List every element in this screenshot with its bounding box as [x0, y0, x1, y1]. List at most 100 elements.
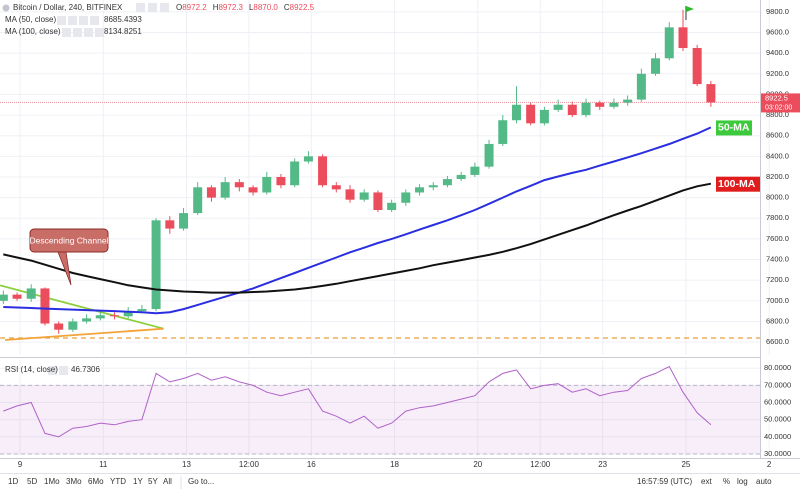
scale-option[interactable]: %	[723, 477, 730, 486]
y-tick-label: 9800.0	[766, 7, 789, 16]
candle-body	[664, 27, 674, 59]
annotation-text: Descending Channel	[30, 235, 109, 245]
y-tick-label: 50.0000	[764, 415, 791, 424]
indicator-name: MA (50, close)	[5, 15, 56, 24]
candle-body	[636, 73, 646, 100]
range-button[interactable]: 3Mo	[66, 477, 82, 486]
trendline	[4, 327, 164, 341]
range-button[interactable]: 1D	[8, 477, 18, 486]
range-button[interactable]: 6Mo	[88, 477, 104, 486]
indicator-name: MA (100, close)	[5, 27, 61, 36]
y-tick-label: 7400.0	[766, 255, 789, 264]
y-tick-label: 40.0000	[764, 432, 791, 441]
candle-body	[68, 321, 78, 330]
y-tick-label: 80.0000	[764, 363, 791, 372]
x-tick-label: 9	[18, 460, 23, 469]
candle-body	[623, 99, 633, 103]
ohlc-value: 8922.5	[290, 3, 315, 12]
symbol-icon	[2, 4, 10, 12]
rsi-line	[3, 365, 712, 438]
y-tick-label: 70.0000	[764, 380, 791, 389]
range-button[interactable]: 5Y	[148, 477, 158, 486]
candle-body	[303, 156, 313, 162]
candle-body	[165, 220, 175, 229]
y-tick-label: 8600.0	[766, 131, 789, 140]
candle-body	[651, 58, 661, 74]
candle-body	[387, 202, 397, 211]
candle-body	[526, 104, 536, 124]
range-button[interactable]: 1Mo	[44, 477, 60, 486]
ma-label: 50-MA	[716, 120, 752, 136]
rsi-band	[0, 385, 760, 454]
candle-body	[137, 309, 147, 312]
range-button[interactable]: 1Y	[133, 477, 143, 486]
candle-body	[290, 161, 300, 186]
candle-body	[567, 104, 577, 116]
candle-body	[331, 185, 341, 190]
candle-body	[318, 156, 328, 186]
symbol-title: Bitcoin / Dollar, 240, BITFINEX	[13, 3, 123, 12]
ma-label: 100-MA	[716, 176, 760, 192]
descending-channel-callout: Descending Channel	[29, 228, 109, 286]
rsi-value: 46.7306	[71, 365, 100, 374]
range-button[interactable]: 5D	[27, 477, 37, 486]
candle-body	[428, 185, 438, 188]
x-tick-label: 13	[182, 460, 191, 469]
candle-body	[0, 294, 8, 301]
candle-body	[276, 176, 286, 186]
candle-body	[109, 315, 119, 317]
ohlc-label: H	[213, 3, 219, 12]
candle-body	[26, 288, 36, 299]
y-tick-label: 30.0000	[764, 449, 791, 458]
y-tick-label: 8000.0	[766, 193, 789, 202]
ohlc-label: L	[249, 3, 254, 12]
plot-layer	[0, 9, 760, 455]
goto-button[interactable]: Go to...	[188, 477, 214, 486]
price-countdown: 03:02:00	[765, 104, 792, 111]
y-tick-label: 7000.0	[766, 296, 789, 305]
x-tick-label: 20	[473, 460, 482, 469]
ohlc-value: 8972.3	[218, 3, 243, 12]
y-tick-label: 6600.0	[766, 337, 789, 346]
y-tick-label: 8800.0	[766, 110, 789, 119]
candle-body	[484, 143, 494, 167]
candle-body	[12, 294, 22, 299]
candle-body	[692, 47, 702, 85]
ma-label-text: 50-MA	[718, 122, 750, 134]
candle-body	[82, 318, 92, 322]
candle-body	[706, 84, 716, 103]
indicator-value: 8134.8251	[104, 27, 142, 36]
candle-body	[595, 102, 605, 107]
candle-body	[345, 189, 355, 200]
candle-body	[179, 213, 189, 229]
candle-body	[123, 311, 133, 317]
ma-label-box	[716, 120, 752, 136]
scale-option[interactable]: ext	[701, 477, 712, 486]
ohlc-value: 8870.0	[253, 3, 278, 12]
y-tick-label: 9600.0	[766, 27, 789, 36]
candle-body	[220, 182, 230, 198]
range-button[interactable]: YTD	[110, 477, 126, 486]
y-tick-label: 8400.0	[766, 151, 789, 160]
range-button[interactable]: All	[163, 477, 172, 486]
x-tick-label: 11	[99, 460, 108, 469]
x-tick-label: 12:00	[530, 460, 551, 469]
candle-body	[95, 315, 105, 319]
candle-body	[234, 182, 244, 188]
y-tick-label: 6800.0	[766, 316, 789, 325]
x-tick-label: 2	[767, 460, 772, 469]
scale-option[interactable]: log	[737, 477, 748, 486]
x-tick-label: 18	[390, 460, 399, 469]
candle-body	[206, 187, 216, 198]
candle-body	[456, 174, 466, 180]
header-icons	[48, 3, 169, 375]
candle-body	[193, 187, 203, 214]
y-tick-label: 7800.0	[766, 213, 789, 222]
scale-option[interactable]: auto	[756, 477, 772, 486]
ma-label-text: 100-MA	[718, 178, 756, 190]
candle-body	[415, 187, 425, 193]
candle-body	[539, 109, 549, 124]
candle-body	[359, 192, 369, 200]
candle-body	[498, 120, 508, 144]
